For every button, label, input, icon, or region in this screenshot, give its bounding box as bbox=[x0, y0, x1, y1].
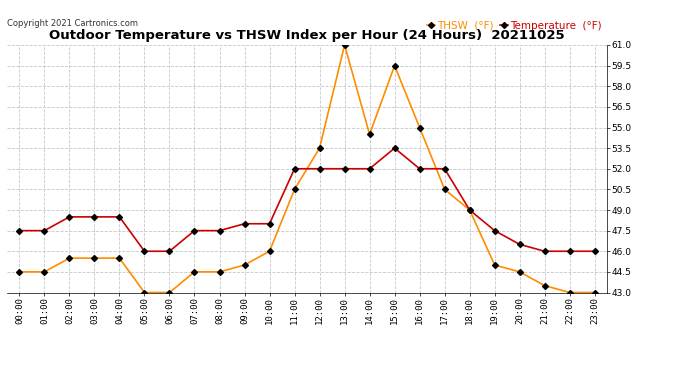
THSW  (°F) bbox=[240, 263, 248, 267]
THSW  (°F) bbox=[591, 290, 599, 295]
THSW  (°F) bbox=[215, 270, 224, 274]
Temperature  (°F) bbox=[215, 228, 224, 233]
Temperature  (°F) bbox=[290, 166, 299, 171]
THSW  (°F) bbox=[366, 132, 374, 136]
Temperature  (°F) bbox=[466, 208, 474, 212]
Temperature  (°F) bbox=[591, 249, 599, 254]
THSW  (°F) bbox=[540, 284, 549, 288]
THSW  (°F) bbox=[515, 270, 524, 274]
THSW  (°F) bbox=[266, 249, 274, 254]
Temperature  (°F) bbox=[90, 214, 99, 219]
THSW  (°F) bbox=[66, 256, 74, 260]
THSW  (°F) bbox=[466, 208, 474, 212]
Temperature  (°F) bbox=[40, 228, 48, 233]
Temperature  (°F) bbox=[391, 146, 399, 150]
Temperature  (°F) bbox=[440, 166, 449, 171]
THSW  (°F) bbox=[491, 263, 499, 267]
THSW  (°F) bbox=[190, 270, 199, 274]
Temperature  (°F) bbox=[166, 249, 174, 254]
Legend: THSW  (°F), Temperature  (°F): THSW (°F), Temperature (°F) bbox=[427, 21, 602, 30]
Temperature  (°F) bbox=[240, 222, 248, 226]
THSW  (°F) bbox=[391, 63, 399, 68]
THSW  (°F) bbox=[340, 43, 348, 47]
Temperature  (°F) bbox=[266, 222, 274, 226]
Temperature  (°F) bbox=[540, 249, 549, 254]
THSW  (°F) bbox=[40, 270, 48, 274]
Text: Copyright 2021 Cartronics.com: Copyright 2021 Cartronics.com bbox=[7, 19, 138, 28]
THSW  (°F) bbox=[290, 187, 299, 192]
THSW  (°F) bbox=[90, 256, 99, 260]
Temperature  (°F) bbox=[566, 249, 574, 254]
Temperature  (°F) bbox=[340, 166, 348, 171]
THSW  (°F) bbox=[140, 290, 148, 295]
Temperature  (°F) bbox=[491, 228, 499, 233]
Temperature  (°F) bbox=[66, 214, 74, 219]
THSW  (°F) bbox=[315, 146, 324, 150]
THSW  (°F) bbox=[566, 290, 574, 295]
Temperature  (°F) bbox=[315, 166, 324, 171]
Temperature  (°F) bbox=[190, 228, 199, 233]
Title: Outdoor Temperature vs THSW Index per Hour (24 Hours)  20211025: Outdoor Temperature vs THSW Index per Ho… bbox=[49, 30, 565, 42]
Line: Temperature  (°F): Temperature (°F) bbox=[17, 146, 597, 254]
Temperature  (°F) bbox=[15, 228, 23, 233]
THSW  (°F) bbox=[415, 125, 424, 130]
Temperature  (°F) bbox=[140, 249, 148, 254]
THSW  (°F) bbox=[15, 270, 23, 274]
Line: THSW  (°F): THSW (°F) bbox=[17, 43, 597, 295]
THSW  (°F) bbox=[115, 256, 124, 260]
Temperature  (°F) bbox=[366, 166, 374, 171]
Temperature  (°F) bbox=[115, 214, 124, 219]
Temperature  (°F) bbox=[515, 242, 524, 247]
THSW  (°F) bbox=[440, 187, 449, 192]
THSW  (°F) bbox=[166, 290, 174, 295]
Temperature  (°F) bbox=[415, 166, 424, 171]
